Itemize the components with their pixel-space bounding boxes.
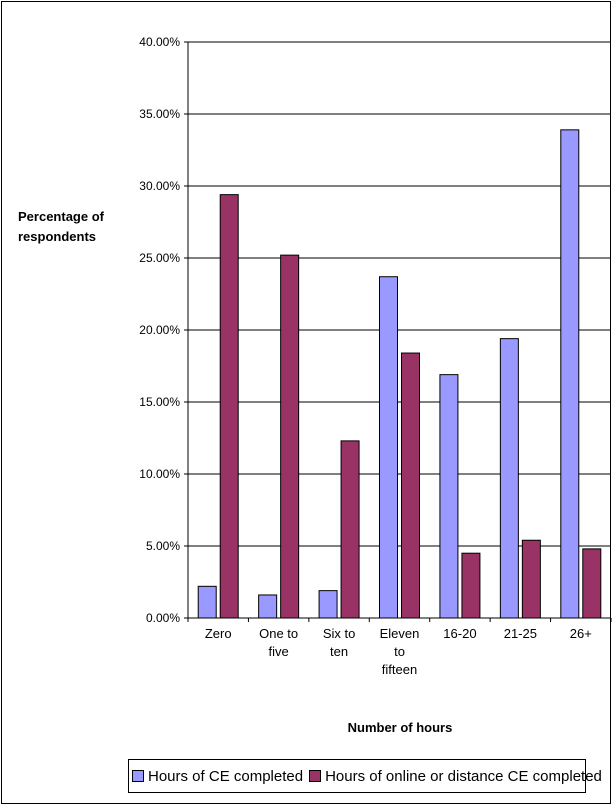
x-tick-label: One to bbox=[259, 626, 298, 641]
legend-entry-online-ce: Hours of online or distance CE completed bbox=[309, 768, 602, 785]
y-tick-label: 15.00% bbox=[139, 395, 180, 409]
bar-online-ce-completed bbox=[219, 194, 239, 619]
x-tick-label: Eleven bbox=[380, 626, 420, 641]
y-tick-label: 5.00% bbox=[146, 539, 180, 553]
x-tick-label: Zero bbox=[205, 626, 232, 641]
bar-ce-completed bbox=[379, 276, 398, 619]
x-tick-label: Six to bbox=[323, 626, 356, 641]
bar-online-ce-completed bbox=[461, 552, 481, 619]
bar-online-ce-completed bbox=[582, 548, 602, 619]
legend: Hours of CE completed Hours of online or… bbox=[128, 759, 602, 793]
y-axis-label-line-1: Percentage of bbox=[18, 209, 104, 224]
x-tick-label: five bbox=[269, 644, 289, 659]
legend-label-online-ce: Hours of online or distance CE completed bbox=[325, 767, 602, 785]
x-tick-label: 16-20 bbox=[443, 626, 476, 641]
y-tick-label: 30.00% bbox=[139, 179, 180, 193]
y-tick-label: 35.00% bbox=[139, 107, 180, 121]
legend-swatch-ce bbox=[132, 770, 144, 782]
y-tick-label: 20.00% bbox=[139, 323, 180, 337]
x-tick-label: ten bbox=[330, 644, 348, 659]
bar-ce-completed bbox=[258, 594, 278, 619]
bar-online-ce-completed bbox=[401, 352, 420, 619]
x-tick-label: to bbox=[394, 644, 405, 659]
y-tick-label: 0.00% bbox=[146, 611, 180, 625]
y-tick-label: 10.00% bbox=[139, 467, 180, 481]
y-tick-label: 40.00% bbox=[139, 35, 180, 49]
bar-ce-completed bbox=[318, 590, 338, 619]
bar-ce-completed bbox=[560, 129, 580, 619]
y-axis-label: Percentage of respondents bbox=[18, 207, 138, 247]
bar-ce-completed bbox=[197, 585, 217, 619]
bar-online-ce-completed bbox=[521, 539, 541, 619]
bar-ce-completed bbox=[439, 374, 459, 619]
bar-online-ce-completed bbox=[280, 254, 300, 619]
bar-online-ce-completed bbox=[340, 440, 360, 619]
y-tick-label: 25.00% bbox=[139, 251, 180, 265]
bar-ce-completed bbox=[499, 338, 519, 619]
x-tick-label: 26+ bbox=[570, 626, 592, 641]
legend-label-ce: Hours of CE completed bbox=[148, 767, 304, 785]
legend-swatch-online-ce bbox=[309, 770, 322, 782]
x-axis-label: Number of hours bbox=[347, 720, 453, 735]
x-tick-label: 21-25 bbox=[504, 626, 537, 641]
legend-entry-ce: Hours of CE completed bbox=[132, 768, 303, 785]
y-axis-label-line-2: respondents bbox=[18, 229, 97, 244]
x-tick-label: fifteen bbox=[382, 662, 417, 677]
